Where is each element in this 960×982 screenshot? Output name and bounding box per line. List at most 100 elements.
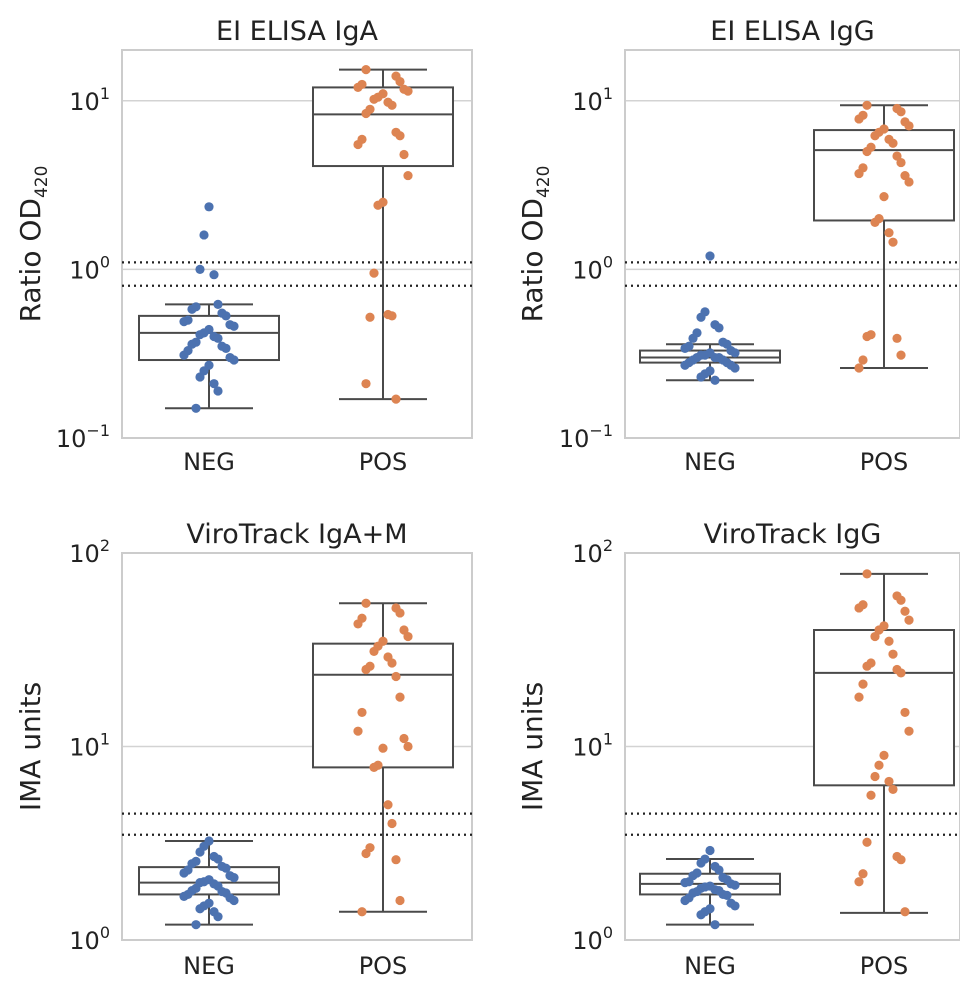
data-point [730,880,740,890]
data-point [361,108,371,119]
axes-frame [121,552,473,941]
y-tick-label: 100 [69,923,110,955]
data-point [696,858,706,868]
data-point [854,692,864,702]
data-point [696,312,706,322]
y-tick-label: 101 [572,84,613,116]
y-tick-label: 10−1 [56,421,110,453]
axes-frame [624,552,960,941]
box [312,86,454,168]
data-point [888,649,898,659]
data-point [896,157,906,168]
x-tick-label: NEG [183,952,235,980]
data-point [357,907,367,917]
data-point [395,608,405,618]
data-point [361,379,371,389]
data-point [403,631,413,642]
data-point [209,379,219,389]
data-point [888,138,898,148]
data-point [221,311,231,321]
data-point [221,343,231,353]
data-point [900,606,910,616]
data-point [696,372,706,382]
data-point [353,726,363,736]
data-point [213,854,223,864]
data-point [229,355,239,365]
data-point [862,837,872,847]
data-point [680,895,690,906]
data-point [353,82,363,93]
data-point [870,771,880,782]
axes-frame [121,49,473,439]
data-point [179,868,189,878]
data-point [879,192,889,202]
data-point [195,330,205,340]
data-point [854,603,864,613]
data-point [896,668,906,678]
data-point [204,202,214,212]
data-point [357,707,367,718]
data-point [369,646,379,657]
chart-panel: EI ELISA IgA NEG POS 10−1 100 101 Ratio OD420 [14,16,473,476]
data-point [213,912,223,922]
data-point [369,268,379,278]
y-tick-label: 100 [572,923,613,955]
data-point [387,658,397,668]
x-tick-label: NEG [183,448,235,476]
data-point [403,86,413,96]
data-point [191,920,201,930]
data-point [888,237,898,247]
panel-title: ViroTrack IgA+M [186,519,407,550]
data-point [195,847,205,857]
data-point [229,873,239,883]
data-point [858,679,868,689]
data-point [403,741,413,752]
data-point [896,350,906,360]
data-point [365,312,375,322]
data-point [353,139,363,150]
data-point [213,386,223,396]
data-point [870,217,880,227]
y-tick-label: 100 [69,252,110,284]
data-point [870,631,880,642]
data-point [391,394,401,404]
data-point [221,863,231,873]
data-point [904,726,914,736]
data-point [369,94,379,104]
data-point [391,671,401,682]
data-point [730,348,740,358]
data-point [854,877,864,887]
data-point [361,598,371,608]
y-axis-label: IMA units [516,682,549,811]
y-tick-label: 100 [572,252,613,284]
data-point [361,848,371,859]
data-point [854,168,864,179]
data-point [862,331,872,342]
panel-title: EI ELISA IgG [710,16,874,47]
data-point [884,776,894,787]
data-point [705,845,715,856]
data-point [884,228,894,238]
y-tick-label: 101 [69,84,110,116]
chart-panel: ViroTrack IgG NEG POS 100 101 102 IMA units [516,519,960,980]
data-point [387,100,397,110]
data-point [395,895,405,906]
x-tick-label: NEG [684,448,736,476]
y-tick-label: 102 [69,536,110,568]
data-point [904,615,914,625]
data-point [705,251,715,261]
data-point [353,619,363,629]
box [813,629,955,787]
data-point [862,100,872,110]
data-point [680,360,690,370]
chart-panel: EI ELISA IgG NEG POS 10−1 100 101 Ratio OD420 [516,16,960,476]
data-point [209,270,219,280]
data-point [900,907,910,917]
data-point [862,146,872,157]
data-point [179,317,189,327]
data-point [722,890,732,901]
data-point [904,177,914,187]
data-point [879,750,889,760]
x-tick-label: POS [860,448,909,476]
